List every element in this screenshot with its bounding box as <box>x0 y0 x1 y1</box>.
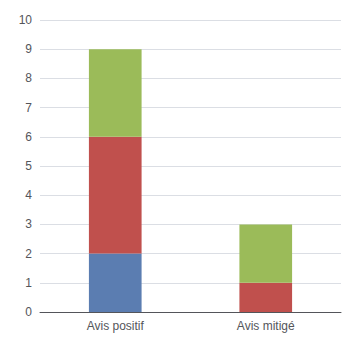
svg-text:7: 7 <box>25 101 32 115</box>
svg-text:Avis positif: Avis positif <box>87 319 145 333</box>
svg-text:5: 5 <box>25 159 32 173</box>
svg-text:0: 0 <box>25 305 32 319</box>
svg-text:1: 1 <box>25 276 32 290</box>
svg-text:Avis mitigé: Avis mitigé <box>237 319 295 333</box>
svg-text:9: 9 <box>25 42 32 56</box>
svg-text:6: 6 <box>25 130 32 144</box>
svg-text:10: 10 <box>19 13 33 27</box>
svg-text:8: 8 <box>25 71 32 85</box>
svg-text:2: 2 <box>25 247 32 261</box>
svg-text:3: 3 <box>25 217 32 231</box>
svg-text:4: 4 <box>25 188 32 202</box>
